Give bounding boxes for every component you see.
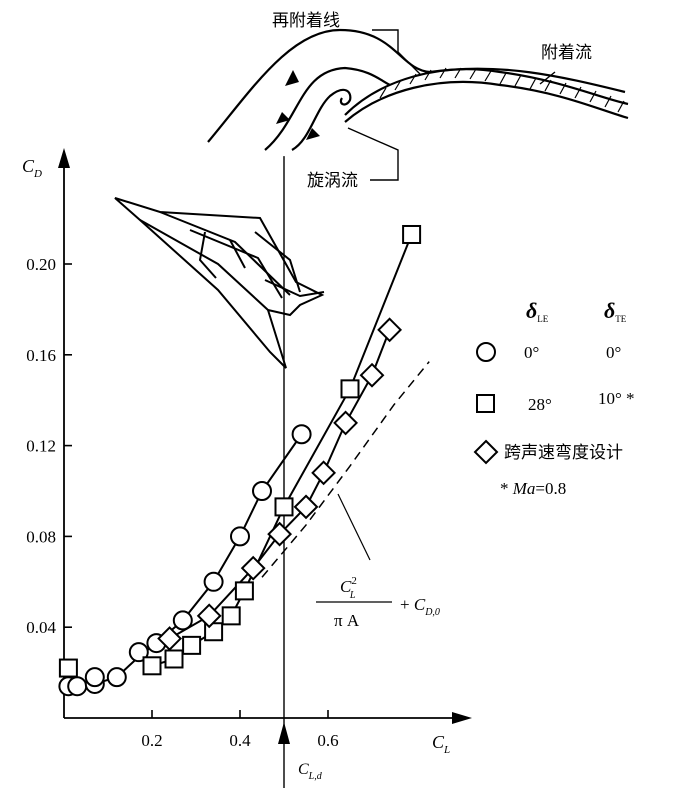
legend-diamond-label: 跨声速弯度设计 bbox=[504, 443, 623, 463]
square-point bbox=[234, 581, 254, 601]
design-cl-arrow bbox=[278, 722, 290, 744]
circle-point bbox=[291, 424, 312, 445]
reattachment-leader bbox=[372, 29, 421, 75]
y-tick-label: 0.20 bbox=[26, 255, 56, 274]
legend-marker-square bbox=[476, 394, 495, 413]
vortex-leader bbox=[347, 127, 399, 181]
vortex-spiral bbox=[291, 88, 352, 151]
diamond-point bbox=[267, 521, 293, 547]
y-tick-label: 0.04 bbox=[26, 618, 56, 637]
reference-curve-leader bbox=[337, 493, 371, 561]
diamond-point bbox=[293, 494, 319, 520]
diamond-point bbox=[196, 603, 222, 629]
y-axis-label: CD bbox=[22, 156, 42, 180]
diamond-point bbox=[240, 555, 266, 581]
vortex-flow-label: 旋涡流 bbox=[307, 171, 358, 191]
airfoil-upper-surface bbox=[344, 68, 629, 116]
square-point bbox=[402, 224, 422, 244]
reference-formula: C2 L π A + CD,0 bbox=[316, 575, 440, 630]
circle-point bbox=[230, 526, 250, 547]
y-ticks: 0.04 0.08 0.12 0.16 0.20 bbox=[26, 255, 72, 637]
legend-header-te: δTE bbox=[604, 298, 627, 324]
y-tick-label: 0.12 bbox=[26, 437, 56, 456]
svg-text:π A: π A bbox=[334, 611, 360, 630]
attached-leader bbox=[539, 71, 556, 85]
x-tick-label: 0.6 bbox=[317, 731, 338, 750]
circle-point bbox=[203, 571, 224, 592]
square-point bbox=[221, 606, 241, 626]
square-point bbox=[274, 497, 294, 517]
inner-streamline bbox=[264, 66, 391, 151]
reattachment-line-label: 再附着线 bbox=[272, 11, 340, 31]
x-tick-label: 0.2 bbox=[141, 731, 162, 750]
square-series-line bbox=[151, 234, 413, 667]
y-axis-arrow bbox=[58, 148, 70, 168]
legend-marker-diamond bbox=[473, 439, 499, 465]
square-point bbox=[182, 635, 202, 655]
diamond-series-line bbox=[169, 329, 391, 640]
attached-flow-label: 附着流 bbox=[541, 43, 592, 63]
x-tick-label: 0.4 bbox=[229, 731, 251, 750]
diamond-point bbox=[333, 410, 359, 436]
legend-marker-circle bbox=[476, 342, 496, 362]
x-ticks: 0.2 0.4 0.6 bbox=[141, 710, 339, 750]
circle-point bbox=[84, 667, 105, 688]
circle-point bbox=[67, 676, 88, 697]
diamond-point bbox=[311, 460, 337, 486]
circle-point bbox=[252, 481, 272, 501]
aircraft-sketch bbox=[114, 197, 325, 369]
legend-mach-note: * Ma=0.8 bbox=[500, 479, 566, 498]
square-point bbox=[164, 649, 184, 669]
legend-circle-le: 0° bbox=[524, 343, 539, 362]
square-point bbox=[340, 379, 360, 399]
circle-point bbox=[106, 667, 127, 688]
square-point bbox=[142, 656, 162, 676]
diamond-point bbox=[377, 317, 403, 343]
circle-point bbox=[172, 610, 193, 631]
svg-text:C2L: C2 L bbox=[340, 575, 357, 601]
design-cl-label: CL,d bbox=[298, 761, 323, 782]
airfoil-hatching bbox=[379, 67, 625, 113]
legend-circle-te: 0° bbox=[606, 343, 621, 362]
outer-streamline bbox=[207, 28, 626, 143]
flow-diagram bbox=[207, 28, 629, 181]
reference-curve-dashed bbox=[261, 361, 430, 578]
diamond-point bbox=[157, 626, 183, 651]
legend-header-le: δLE bbox=[526, 298, 549, 324]
legend-square-te: 10° * bbox=[598, 389, 635, 408]
x-axis-label: CL bbox=[432, 732, 450, 756]
svg-text:+ CD,0: + CD,0 bbox=[400, 595, 440, 618]
series-markers bbox=[58, 224, 422, 697]
square-point bbox=[58, 658, 78, 678]
y-tick-label: 0.08 bbox=[26, 527, 56, 546]
axes bbox=[63, 158, 460, 719]
legend: δLE δTE 0° 0° 28° 10° * 跨声速弯度设计 * Ma=0.8 bbox=[473, 298, 635, 498]
x-axis-arrow bbox=[452, 712, 472, 724]
airfoil-lower-surface bbox=[344, 80, 629, 123]
flow-arrows bbox=[276, 70, 320, 140]
diamond-point bbox=[359, 362, 385, 388]
legend-square-le: 28° bbox=[528, 395, 552, 414]
y-tick-label: 0.16 bbox=[26, 346, 56, 365]
